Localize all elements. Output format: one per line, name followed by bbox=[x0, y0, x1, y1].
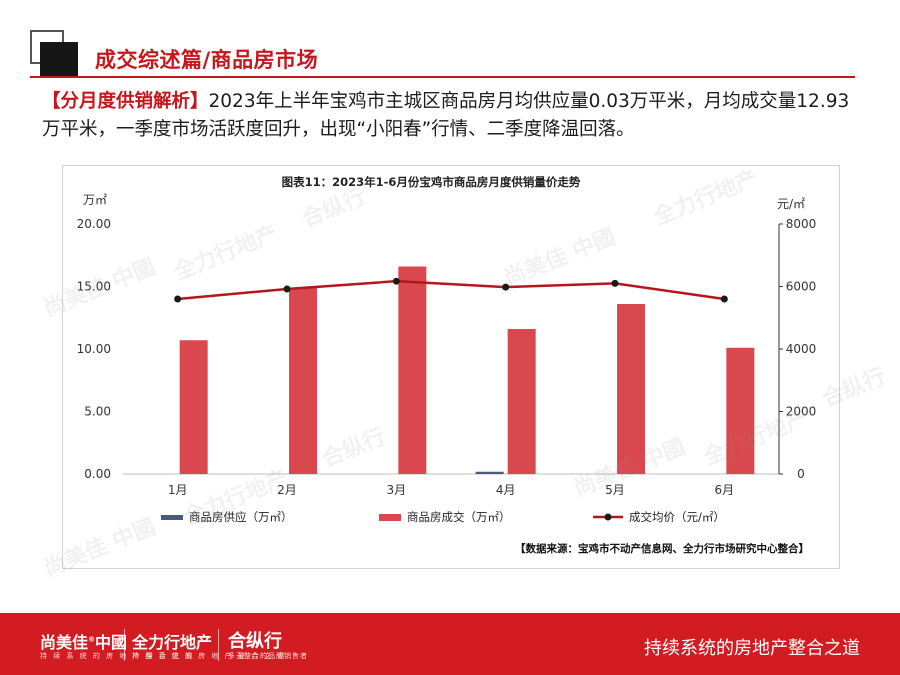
page-title: 成交综述篇/商品房市场 bbox=[95, 48, 319, 72]
left-tick-label: 15.00 bbox=[77, 280, 111, 294]
x-tick-label: 2月 bbox=[277, 483, 297, 497]
footer-bar: 尚美佳®中國 持 续 系 统 的 房 地 产 整 合 之 道 全力行地产 持 续… bbox=[0, 613, 900, 675]
legend-deal-swatch bbox=[379, 514, 401, 521]
footer-separator bbox=[218, 629, 219, 661]
chart-title: 图表11：2023年1-6月份宝鸡市商品房月度供销量价走势 bbox=[282, 175, 581, 189]
x-tick-label: 4月 bbox=[496, 483, 516, 497]
price-point bbox=[611, 279, 619, 287]
x-tick-label: 5月 bbox=[605, 483, 625, 497]
left-tick-label: 0.00 bbox=[84, 467, 111, 481]
brand1-text: 尚美佳 bbox=[40, 633, 89, 652]
footer-brand1-subtitle: 持 续 系 统 的 房 地 产 整 合 之 道 bbox=[40, 652, 195, 660]
footer-brand2-subtitle: 持 续 系 统 的 房 地 产 整 合 之 道 bbox=[132, 652, 287, 660]
deal-bar bbox=[507, 329, 536, 474]
left-tick-label: 20.00 bbox=[77, 217, 111, 231]
price-point bbox=[283, 285, 291, 293]
deal-bar bbox=[179, 340, 208, 474]
price-point bbox=[720, 295, 728, 303]
right-tick-label: 6000 bbox=[786, 280, 817, 294]
legend-supply-swatch bbox=[161, 515, 183, 520]
x-tick-label: 1月 bbox=[168, 483, 188, 497]
x-tick-label: 6月 bbox=[715, 483, 735, 497]
footer-slogan: 持续系统的房地产整合之道 bbox=[644, 638, 860, 659]
deal-bar bbox=[726, 347, 755, 474]
deal-bar bbox=[398, 266, 427, 474]
price-line bbox=[177, 279, 725, 301]
right-tick-label: 8000 bbox=[786, 217, 817, 231]
right-tick-label: 0 bbox=[797, 467, 805, 481]
chart-container: 图表11：2023年1-6月份宝鸡市商品房月度供销量价走势万㎡ 元/㎡ 0.00 5.… bbox=[62, 165, 840, 569]
price-point bbox=[502, 283, 510, 291]
legend-price-label: 成交均价（元/㎡） bbox=[629, 510, 725, 524]
deal-bar bbox=[289, 287, 317, 474]
right-tick-label: 4000 bbox=[786, 342, 817, 356]
left-axis-unit: 万㎡ bbox=[83, 193, 107, 207]
brand1-mark: ® bbox=[88, 635, 96, 644]
price-point bbox=[392, 277, 400, 285]
chart-source-note: 【数据来源：宝鸡市不动产信息网、全力行市场研究中心整合】 bbox=[515, 542, 809, 555]
header-divider bbox=[30, 76, 855, 78]
left-tick-label: 10.00 bbox=[77, 342, 111, 356]
deal-bar bbox=[617, 304, 645, 474]
footer-brand3-subtitle: 多元整合的品牌销售者 bbox=[228, 652, 308, 660]
x-tick-label: 3月 bbox=[387, 483, 407, 497]
legend-supply-label: 商品房供应（万㎡） bbox=[189, 510, 293, 524]
corner-filled-square bbox=[40, 42, 78, 76]
footer-brand-hezongxing: 合纵行 bbox=[228, 631, 282, 652]
header-corner-decoration bbox=[30, 30, 80, 76]
footer-brand-quanlixing: 全力行地产 bbox=[132, 633, 213, 652]
left-tick-label: 5.00 bbox=[84, 405, 111, 419]
right-tick-label: 2000 bbox=[786, 405, 817, 419]
intro-text: 2023年上半年宝鸡市主城区商品房月均供应量0.03万平米，月均成交量12.93… bbox=[42, 91, 850, 140]
intro-tag: 【分月度供销解析】 bbox=[42, 91, 209, 112]
legend-price-marker bbox=[604, 513, 612, 521]
legend-deal-label: 商品房成交（万㎡） bbox=[407, 510, 511, 524]
footer-separator bbox=[124, 629, 125, 661]
footer-brand-shangmeijia: 尚美佳®中國 bbox=[40, 629, 127, 653]
right-axis-unit: 元/㎡ bbox=[777, 197, 805, 211]
brand1-text-b: 中國 bbox=[95, 633, 128, 652]
intro-paragraph: 【分月度供销解析】2023年上半年宝鸡市主城区商品房月均供应量0.03万平米，月… bbox=[42, 88, 862, 144]
supply-bar bbox=[475, 471, 504, 474]
price-point bbox=[174, 295, 182, 303]
